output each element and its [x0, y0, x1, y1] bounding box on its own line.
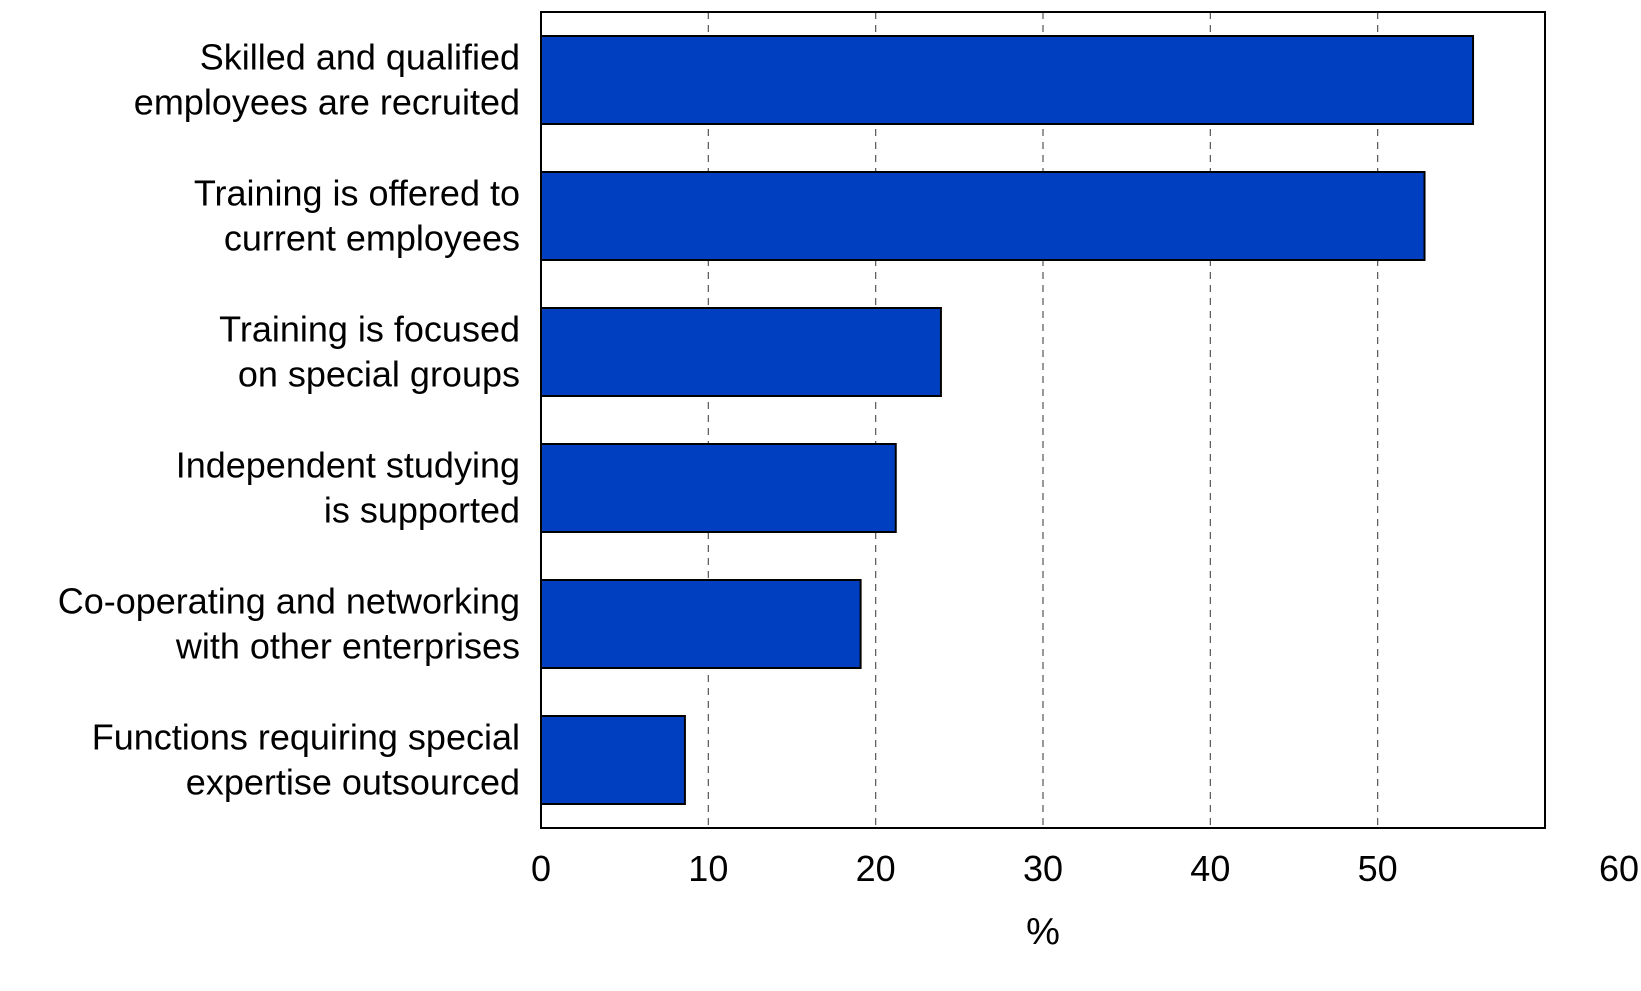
bar-2 — [540, 307, 942, 397]
bar-5 — [540, 715, 686, 805]
category-label-5: Functions requiring special expertise out… — [92, 717, 520, 803]
bar-0 — [540, 35, 1475, 125]
bar-3 — [540, 443, 897, 533]
x-tick-label-3: 30 — [1023, 848, 1063, 889]
category-label-0-line-1: employees are recruited — [134, 82, 520, 123]
x-tick-label-6: 60 — [1599, 848, 1639, 889]
x-tick-label-4: 40 — [1190, 848, 1230, 889]
x-tick-label-0: 0 — [531, 848, 551, 889]
x-tick-label-1: 10 — [688, 848, 728, 889]
x-tick-label-5: 50 — [1358, 848, 1398, 889]
category-labels: Skilled and qualified employees are recru… — [58, 37, 520, 803]
category-label-2-line-1: on special groups — [238, 354, 520, 395]
bar-1 — [540, 171, 1426, 261]
bars — [540, 35, 1475, 805]
category-label-0-line-0: Skilled and qualified — [200, 37, 520, 78]
category-label-1-line-0: Training is offered to — [194, 173, 520, 214]
category-label-2-line-0: Training is focused — [219, 309, 520, 350]
category-label-5-line-1: expertise outsourced — [186, 762, 520, 803]
category-label-0: Skilled and qualified employees are recru… — [134, 37, 520, 123]
x-tick-labels: 0 10 20 30 40 50 60 — [531, 848, 1639, 889]
category-label-4-line-1: with other enterprises — [175, 626, 520, 667]
plot-frame — [540, 11, 1546, 829]
category-label-4: Co-operating and networking with other en… — [58, 581, 520, 667]
category-label-3-line-0: Independent studying — [176, 445, 520, 486]
category-label-3-line-1: is supported — [324, 490, 520, 531]
category-label-3: Independent studying is supported — [176, 445, 520, 531]
category-label-5-line-0: Functions requiring special — [92, 717, 520, 758]
x-axis-title: % — [1026, 911, 1060, 953]
category-label-1-line-1: current employees — [224, 218, 520, 259]
plot-border — [540, 11, 1546, 829]
grid-lines — [707, 12, 1379, 828]
category-label-2: Training is focused on special groups — [219, 309, 520, 395]
x-tick-label-2: 20 — [856, 848, 896, 889]
category-label-1: Training is offered to current employees — [194, 173, 520, 259]
category-label-4-line-0: Co-operating and networking — [58, 581, 520, 622]
bar-4 — [540, 579, 862, 669]
